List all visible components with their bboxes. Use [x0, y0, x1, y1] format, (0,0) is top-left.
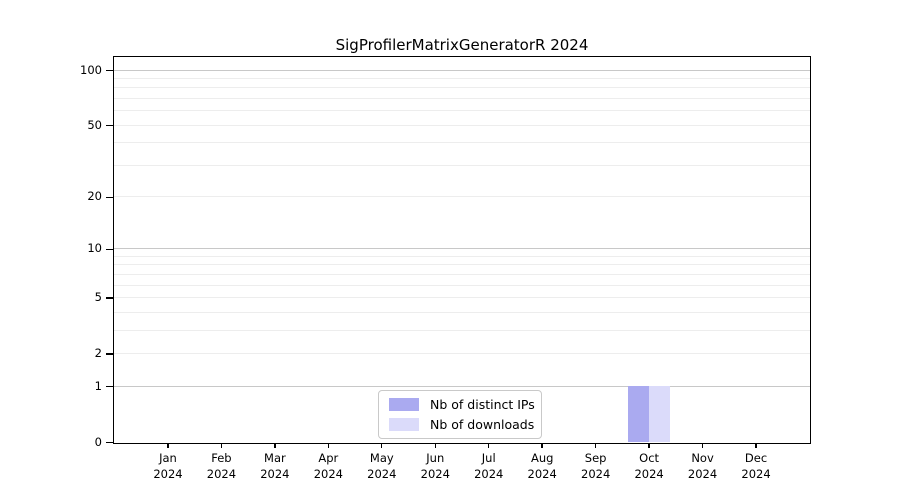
x-tick: [274, 443, 276, 448]
y-tick-label: 2: [94, 345, 102, 360]
x-tick-label: Aug 2024: [527, 451, 557, 481]
x-tick-label: Dec 2024: [741, 451, 771, 481]
plot-area: [113, 56, 811, 444]
gridline-minor: [114, 124, 810, 126]
x-tick-label: Sep 2024: [581, 451, 611, 481]
gridline-major: [114, 69, 810, 71]
x-tick: [594, 443, 597, 448]
gridline-minor: [114, 142, 810, 144]
x-tick: [755, 443, 757, 448]
x-tick-label: Nov 2024: [687, 451, 718, 481]
y-tick-label: 100: [80, 62, 102, 77]
y-tick-label: 5: [94, 290, 102, 305]
y-tick-label: 10: [87, 241, 102, 256]
gridline-minor: [114, 164, 810, 166]
gridline-minor: [114, 256, 810, 257]
y-tick: [106, 385, 113, 388]
y-tick: [106, 353, 113, 355]
y-tick-label: 50: [87, 117, 102, 132]
y-tick-label: 1: [94, 378, 102, 393]
legend-label: Nb of distinct IPs: [430, 397, 535, 412]
bar-downloads: [648, 386, 670, 442]
x-tick: [434, 443, 436, 448]
gridline-minor: [114, 87, 810, 89]
gridline-minor: [114, 196, 810, 198]
gridline-minor: [114, 273, 810, 275]
gridline-minor: [114, 352, 810, 354]
gridline-minor: [114, 284, 810, 286]
y-tick: [106, 70, 113, 72]
gridline-minor: [114, 329, 810, 331]
x-tick: [541, 443, 543, 448]
bar-distinct-ips: [627, 386, 649, 442]
y-tick: [106, 297, 113, 299]
x-tick: [220, 443, 223, 448]
x-tick-label: Jul 2024: [474, 451, 504, 481]
x-tick-label: Jun 2024: [420, 451, 450, 481]
x-tick: [167, 443, 169, 448]
x-tick: [701, 443, 704, 448]
x-tick: [488, 443, 490, 448]
chart-title: SigProfilerMatrixGeneratorR 2024: [335, 36, 589, 54]
x-tick-label: Feb 2024: [206, 451, 237, 481]
legend-row: Nb of downloads: [389, 417, 535, 432]
legend-row: Nb of distinct IPs: [389, 397, 535, 412]
y-tick: [106, 441, 113, 444]
gridline-minor: [114, 297, 810, 299]
gridline-minor: [114, 78, 810, 80]
y-tick: [106, 125, 113, 127]
gridline-minor: [114, 110, 810, 112]
x-tick-label: Mar 2024: [260, 451, 290, 481]
gridline-major: [114, 248, 810, 250]
x-tick-label: Oct 2024: [634, 451, 664, 481]
x-tick-label: May 2024: [367, 451, 397, 481]
y-tick-label: 0: [94, 434, 102, 449]
x-tick: [648, 443, 650, 448]
gridline-minor: [114, 264, 810, 266]
legend: Nb of distinct IPs Nb of downloads: [378, 390, 542, 439]
x-tick-label: Apr 2024: [313, 451, 343, 481]
y-tick: [106, 196, 113, 198]
legend-swatch-downloads: [389, 418, 419, 431]
gridline-minor: [114, 311, 810, 313]
legend-label: Nb of downloads: [430, 417, 535, 432]
legend-swatch-distinct-ips: [389, 398, 419, 411]
gridline-minor: [114, 98, 810, 100]
x-tick: [381, 443, 383, 448]
gridline-major: [114, 385, 810, 387]
x-tick-label: Jan 2024: [153, 451, 183, 481]
y-tick: [106, 248, 113, 251]
y-tick-label: 20: [87, 189, 102, 204]
x-tick: [327, 443, 330, 448]
